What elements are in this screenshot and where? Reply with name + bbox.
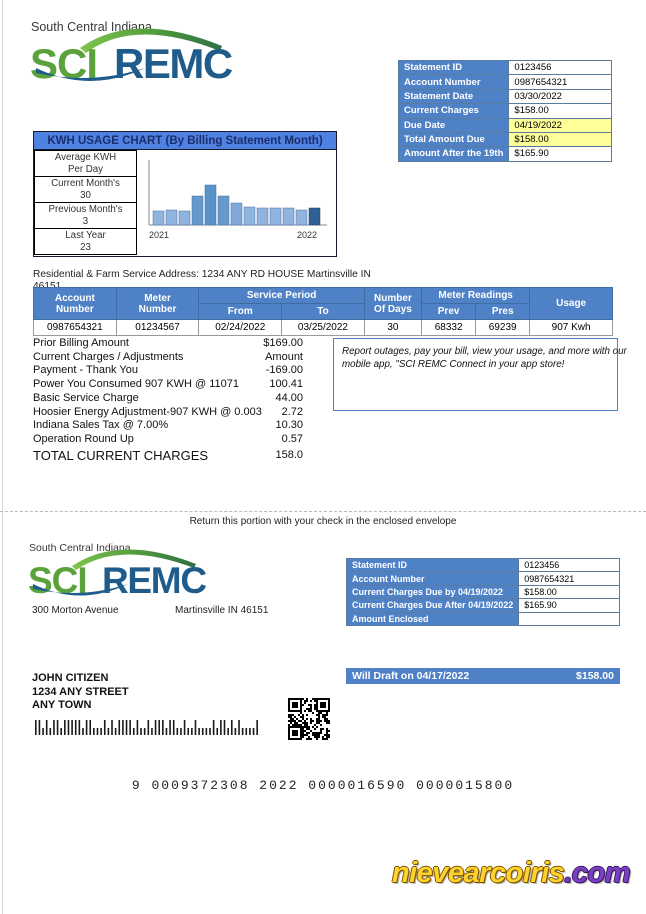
svg-text:REMC: REMC: [114, 40, 233, 87]
svg-text:REMC: REMC: [102, 560, 206, 601]
svg-text:2021: 2021: [149, 230, 169, 240]
svg-text:2022: 2022: [297, 230, 317, 240]
